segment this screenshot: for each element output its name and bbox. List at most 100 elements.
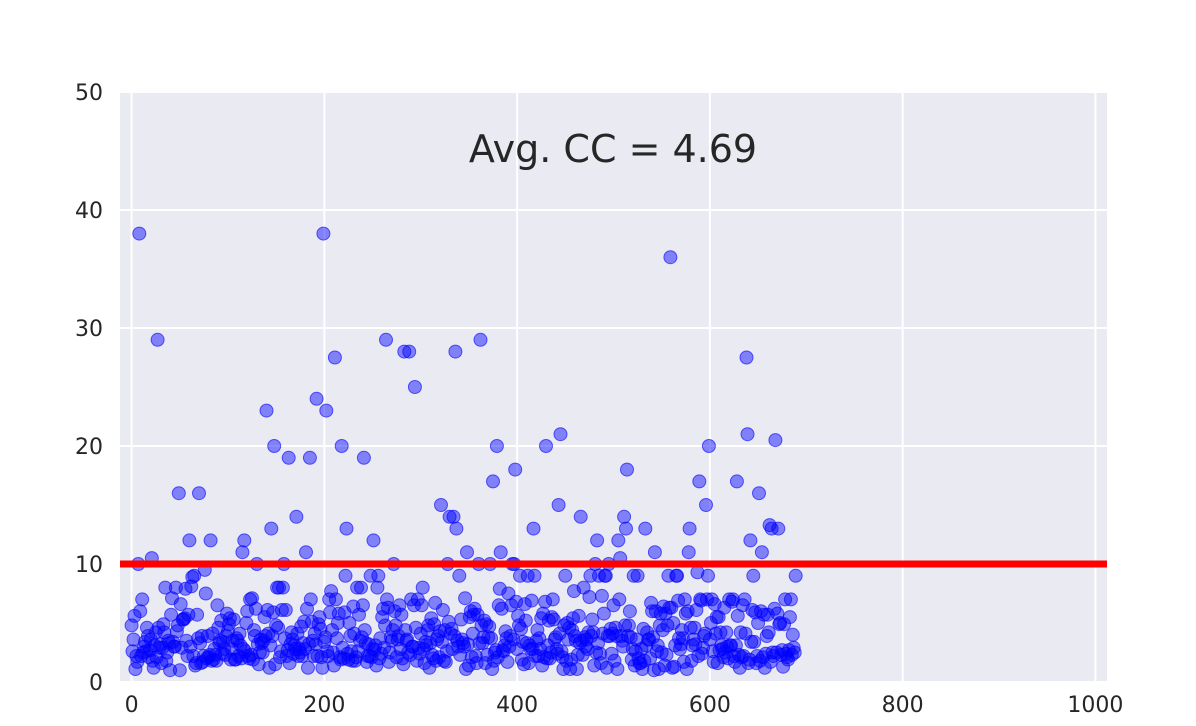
plot-area bbox=[120, 92, 1107, 682]
y-tick-label: 10 bbox=[75, 553, 103, 578]
data-point bbox=[740, 427, 755, 442]
data-point bbox=[347, 626, 362, 641]
data-point bbox=[582, 590, 597, 604]
data-point bbox=[397, 344, 412, 359]
data-point bbox=[210, 598, 225, 613]
data-point bbox=[259, 403, 274, 418]
data-point bbox=[679, 662, 694, 676]
data-point bbox=[659, 647, 674, 662]
data-point bbox=[126, 632, 141, 647]
data-point bbox=[612, 592, 627, 607]
data-point bbox=[415, 580, 430, 595]
data-point bbox=[517, 597, 532, 612]
data-point bbox=[695, 646, 710, 661]
data-point bbox=[650, 638, 665, 653]
data-point bbox=[489, 439, 504, 453]
data-point bbox=[339, 521, 354, 536]
data-point bbox=[173, 597, 188, 612]
data-point bbox=[354, 580, 368, 595]
data-point bbox=[302, 450, 317, 465]
data-point bbox=[670, 568, 685, 583]
data-point bbox=[462, 610, 477, 625]
data-point bbox=[518, 613, 533, 628]
data-point bbox=[622, 604, 637, 619]
grid-lines bbox=[120, 91, 1107, 683]
data-point bbox=[458, 591, 473, 606]
data-point bbox=[350, 580, 365, 595]
data-point bbox=[309, 391, 324, 406]
data-point bbox=[546, 612, 561, 627]
data-point bbox=[158, 580, 173, 595]
data-points bbox=[124, 226, 803, 678]
data-point bbox=[198, 586, 213, 601]
data-point bbox=[438, 654, 453, 669]
data-point bbox=[423, 636, 438, 651]
data-point bbox=[513, 568, 527, 583]
data-point bbox=[308, 637, 323, 652]
data-point bbox=[127, 608, 142, 623]
data-point bbox=[527, 568, 542, 583]
data-point bbox=[468, 649, 483, 663]
y-tick-label: 50 bbox=[75, 81, 103, 106]
data-point bbox=[700, 592, 714, 607]
data-point bbox=[232, 626, 247, 641]
data-point bbox=[297, 614, 312, 629]
data-point bbox=[580, 642, 595, 656]
data-point bbox=[729, 474, 744, 489]
data-point bbox=[235, 545, 250, 560]
data-point bbox=[194, 629, 209, 643]
data-point bbox=[610, 662, 625, 676]
data-point bbox=[569, 662, 584, 676]
data-point bbox=[571, 608, 586, 623]
data-point bbox=[444, 621, 459, 636]
data-point bbox=[370, 580, 385, 595]
data-point bbox=[607, 653, 622, 668]
data-point bbox=[618, 618, 633, 633]
data-point bbox=[524, 593, 539, 608]
data-point bbox=[328, 592, 343, 607]
data-point bbox=[621, 618, 636, 633]
data-point bbox=[169, 624, 184, 639]
data-point bbox=[442, 509, 457, 524]
data-point bbox=[692, 474, 707, 489]
data-point bbox=[269, 618, 284, 633]
data-point bbox=[611, 533, 626, 548]
x-tick-label: 600 bbox=[689, 693, 731, 718]
data-point bbox=[299, 545, 313, 560]
data-point bbox=[551, 498, 566, 512]
data-point bbox=[164, 607, 179, 622]
data-point bbox=[323, 605, 338, 620]
data-point bbox=[675, 631, 690, 646]
data-point bbox=[634, 642, 649, 656]
data-point bbox=[466, 607, 481, 622]
data-point bbox=[668, 638, 683, 653]
data-point bbox=[558, 568, 573, 583]
data-point bbox=[788, 568, 803, 583]
data-point bbox=[394, 607, 409, 622]
data-point bbox=[257, 610, 272, 625]
data-point bbox=[465, 626, 480, 641]
data-point bbox=[245, 591, 259, 606]
data-point bbox=[434, 498, 448, 512]
data-point bbox=[701, 439, 716, 453]
data-point bbox=[281, 450, 296, 465]
data-point bbox=[724, 638, 739, 653]
data-point bbox=[742, 652, 757, 667]
data-point bbox=[594, 588, 609, 603]
y-tick-label: 20 bbox=[75, 435, 103, 460]
data-point bbox=[778, 592, 793, 607]
data-point bbox=[192, 486, 206, 501]
data-point bbox=[536, 606, 551, 621]
data-point bbox=[545, 592, 560, 607]
data-point bbox=[301, 660, 315, 675]
data-point bbox=[313, 621, 328, 636]
data-point bbox=[446, 509, 461, 524]
data-point bbox=[331, 606, 346, 621]
data-point bbox=[694, 593, 709, 608]
data-point bbox=[598, 568, 613, 583]
data-point bbox=[646, 630, 660, 645]
data-point bbox=[237, 533, 252, 548]
data-point bbox=[473, 332, 488, 347]
data-point bbox=[739, 350, 754, 365]
